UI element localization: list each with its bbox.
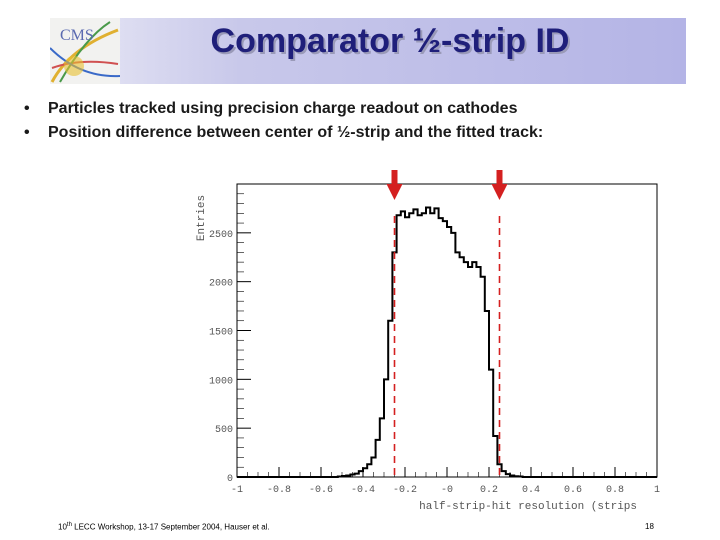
marker-arrow-shaft: [391, 170, 398, 186]
x-tick-label: -0.6: [309, 485, 333, 496]
y-tick-label: 2000: [209, 279, 233, 290]
y-axis-label: Entries: [196, 195, 208, 241]
x-tick-label: -0.8: [267, 485, 291, 496]
marker-arrow-shaft: [496, 170, 503, 186]
logo-text: CMS: [60, 27, 94, 44]
marker-arrow-head: [386, 184, 403, 200]
histogram-series: [237, 206, 657, 478]
y-tick-label: 1000: [209, 376, 233, 387]
x-tick-label: 0.6: [564, 485, 582, 496]
x-tick-label: 0.2: [480, 485, 498, 496]
y-tick-label: 2500: [209, 230, 233, 241]
bullet-item: • Position difference between center of …: [24, 124, 704, 148]
bullet-list: • Particles tracked using precision char…: [24, 100, 704, 148]
bullet-dot: •: [24, 124, 30, 141]
histogram-chart: 0 500 1000 1500 2000 2500 -1 -0.8 -0.6 -0.4 -0.2 -0…: [196, 170, 660, 513]
bullet-dot: •: [24, 100, 30, 117]
page-title: Comparator ½-strip ID: [210, 22, 570, 60]
x-tick-label: 0.8: [606, 485, 624, 496]
y-tick-label: 0: [227, 474, 233, 485]
x-tick-label: -0.4: [351, 485, 375, 496]
footer-citation: 10th LECC Workshop, 13-17 September 2004…: [58, 522, 270, 532]
x-tick-label: -0: [441, 485, 453, 496]
page-number: 18: [645, 522, 654, 531]
bullet-text: Particles tracked using precision charge…: [48, 100, 518, 117]
x-tick-label: -0.2: [393, 485, 417, 496]
x-tick-label: -1: [231, 485, 243, 496]
y-tick-label: 1500: [209, 328, 233, 339]
marker-arrow-head: [491, 184, 508, 200]
bullet-item: • Particles tracked using precision char…: [24, 100, 704, 124]
cms-logo: CMS: [50, 18, 120, 84]
bullet-text: Position difference between center of ½-…: [48, 124, 544, 141]
x-tick-label: 1: [654, 485, 660, 496]
title-bar: [50, 18, 686, 84]
x-tick-label: 0.4: [522, 485, 540, 496]
x-axis-label: half-strip-hit resolution (strips: [419, 501, 637, 513]
y-tick-label: 500: [215, 425, 233, 436]
